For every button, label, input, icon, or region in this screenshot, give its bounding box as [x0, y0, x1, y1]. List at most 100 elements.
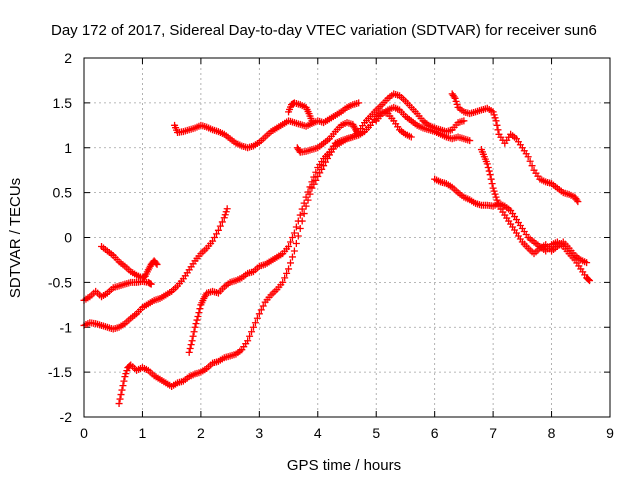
- data-point-marker: [484, 163, 492, 171]
- data-point-marker: [586, 277, 594, 285]
- data-point-marker: [253, 314, 261, 322]
- data-point-marker: [489, 184, 497, 192]
- data-point-marker: [490, 187, 498, 195]
- data-point-marker: [255, 310, 263, 318]
- y-tick-label: -2: [60, 409, 73, 425]
- x-tick-label: 3: [255, 425, 263, 441]
- data-point-marker: [292, 239, 300, 247]
- y-tick-label: -0.5: [48, 274, 72, 290]
- data-point-marker: [452, 97, 460, 105]
- data-point-marker: [117, 391, 125, 399]
- y-tick-label: 1.5: [53, 95, 73, 111]
- data-point-marker: [288, 234, 296, 241]
- x-tick-label: 2: [197, 425, 205, 441]
- x-tick-label: 1: [139, 425, 147, 441]
- data-points: [80, 90, 594, 408]
- x-axis-label: GPS time / hours: [287, 457, 401, 474]
- data-point-marker: [214, 226, 222, 234]
- data-point-marker: [308, 117, 316, 125]
- data-point-marker: [306, 183, 314, 191]
- data-point-marker: [285, 265, 293, 273]
- data-point-marker: [121, 373, 129, 381]
- data-point-marker: [304, 188, 312, 196]
- x-tick-label: 0: [80, 425, 88, 441]
- data-point-marker: [355, 99, 363, 107]
- data-point-marker: [354, 129, 362, 137]
- data-point-marker: [185, 348, 193, 356]
- data-point-marker: [152, 259, 160, 267]
- data-point-marker: [494, 199, 502, 207]
- data-point-marker: [209, 237, 217, 245]
- data-point-marker: [190, 328, 198, 336]
- y-axis-label: SDTVAR / TECUs: [7, 178, 24, 298]
- data-point-marker: [310, 173, 318, 181]
- data-point-marker: [492, 193, 500, 201]
- data-point-marker: [288, 253, 296, 261]
- data-point-marker: [279, 278, 287, 286]
- y-tick-label: 0.5: [53, 185, 73, 201]
- data-point-marker: [246, 332, 254, 340]
- data-point-marker: [292, 223, 300, 231]
- data-point-marker: [466, 137, 474, 145]
- data-point-marker: [302, 193, 310, 201]
- series-track-4: [115, 108, 415, 408]
- data-point-marker: [526, 157, 534, 165]
- data-point-marker: [222, 208, 230, 216]
- series-track-3: [98, 242, 161, 282]
- data-point-marker: [312, 168, 320, 176]
- series-track-7: [293, 119, 363, 156]
- series-track-6: [185, 90, 468, 356]
- data-point-marker: [290, 229, 298, 237]
- data-point-marker: [450, 93, 458, 101]
- data-point-marker: [583, 259, 591, 267]
- data-point-marker: [300, 210, 308, 218]
- data-point-marker: [460, 117, 468, 125]
- data-point-marker: [486, 171, 494, 179]
- data-point-marker: [287, 238, 295, 246]
- data-point-marker: [308, 178, 316, 186]
- data-point-marker: [493, 121, 501, 129]
- data-point-marker: [492, 117, 500, 125]
- x-tick-label: 6: [431, 425, 439, 441]
- data-point-marker: [524, 153, 532, 161]
- x-tick-label: 4: [314, 425, 322, 441]
- data-point-marker: [488, 180, 496, 188]
- x-tick-label: 8: [548, 425, 556, 441]
- series-track-11: [448, 90, 582, 206]
- data-point-marker: [147, 280, 155, 288]
- x-tick-label: 9: [606, 425, 614, 441]
- data-point-marker: [122, 370, 130, 378]
- data-point-marker: [251, 319, 259, 327]
- data-point-marker: [115, 400, 123, 408]
- data-point-marker: [483, 160, 491, 168]
- x-tick-label: 5: [372, 425, 380, 441]
- x-tick-label: 7: [489, 425, 497, 441]
- data-point-marker: [318, 165, 326, 173]
- data-point-marker: [189, 332, 197, 340]
- series-track-8: [285, 99, 316, 125]
- data-point-marker: [244, 337, 252, 345]
- series-track-12: [477, 146, 591, 267]
- data-point-marker: [257, 306, 265, 314]
- data-point-marker: [290, 247, 298, 255]
- data-point-marker: [493, 196, 501, 204]
- y-tick-label: 0: [64, 230, 72, 246]
- data-point-marker: [287, 259, 295, 267]
- data-point-marker: [218, 218, 226, 226]
- data-point-marker: [216, 222, 224, 230]
- data-point-marker: [220, 214, 228, 222]
- data-point-marker: [248, 328, 256, 336]
- data-point-marker: [188, 337, 196, 345]
- data-point-marker: [223, 205, 231, 213]
- data-point-marker: [491, 114, 499, 122]
- chart-title: Day 172 of 2017, Sidereal Day-to-day VTE…: [51, 22, 597, 39]
- data-point-marker: [118, 386, 126, 394]
- data-point-marker: [249, 323, 257, 331]
- series-track-2: [80, 205, 231, 333]
- data-point-marker: [489, 108, 497, 116]
- series-track-10: [372, 103, 474, 145]
- data-point-marker: [528, 162, 536, 170]
- data-point-marker: [212, 230, 220, 238]
- data-point-marker: [283, 269, 291, 277]
